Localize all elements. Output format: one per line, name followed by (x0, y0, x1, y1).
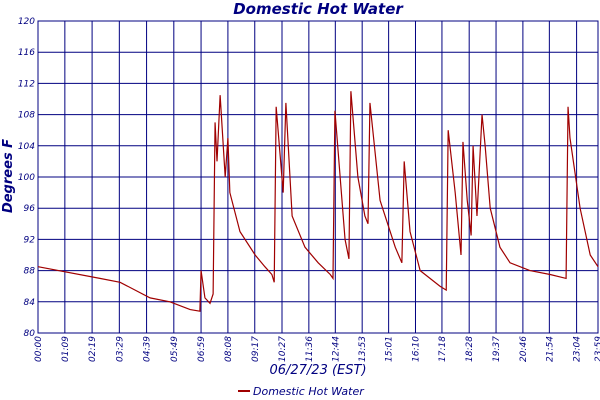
y-tick-label: 104 (18, 142, 35, 152)
y-tick-label: 92 (24, 235, 36, 245)
y-tick-label: 112 (18, 79, 35, 89)
x-tick-label: 10:27 (278, 336, 288, 362)
x-tick-label: 12:44 (331, 336, 341, 362)
y-axis-label: Degrees F (1, 139, 16, 213)
legend-label: Domestic Hot Water (253, 385, 365, 398)
x-axis-label: 06/27/23 (EST) (269, 363, 366, 378)
x-tick-label: 23:59 (594, 336, 600, 362)
x-tick-label: 09:17 (251, 336, 261, 362)
x-tick-label: 15:01 (385, 336, 395, 362)
x-tick-label: 02:19 (88, 336, 98, 362)
y-tick-label: 80 (24, 329, 36, 339)
x-tick-label: 21:54 (545, 336, 555, 362)
x-tick-label: 13:53 (358, 336, 368, 362)
x-tick-label: 04:39 (143, 336, 153, 362)
chart-title: Domestic Hot Water (233, 0, 404, 18)
x-tick-label: 18:28 (465, 336, 475, 362)
x-tick-label: 11:36 (305, 336, 315, 362)
x-tick-label: 08:08 (224, 336, 234, 362)
y-tick-label: 84 (24, 298, 36, 308)
x-tick-label: 00:00 (34, 336, 44, 362)
x-tick-label: 16:10 (411, 336, 421, 362)
y-tick-label: 108 (18, 111, 35, 121)
x-tick-label: 05:49 (170, 336, 180, 362)
data-line (37, 91, 599, 312)
x-tick-label: 06:59 (197, 336, 207, 362)
x-tick-label: 20:46 (519, 336, 529, 362)
y-tick-label: 96 (24, 204, 36, 214)
x-tick-label: 19:37 (492, 336, 502, 362)
x-tick-label: 03:29 (115, 336, 125, 362)
y-tick-label: 88 (24, 267, 36, 277)
x-tick-label: 01:09 (61, 336, 71, 362)
x-tick-label: 23:04 (573, 336, 583, 362)
y-tick-label: 100 (18, 173, 35, 183)
y-tick-label: 120 (18, 17, 35, 27)
x-tick-label: 17:18 (438, 336, 448, 362)
y-tick-label: 116 (18, 48, 35, 58)
